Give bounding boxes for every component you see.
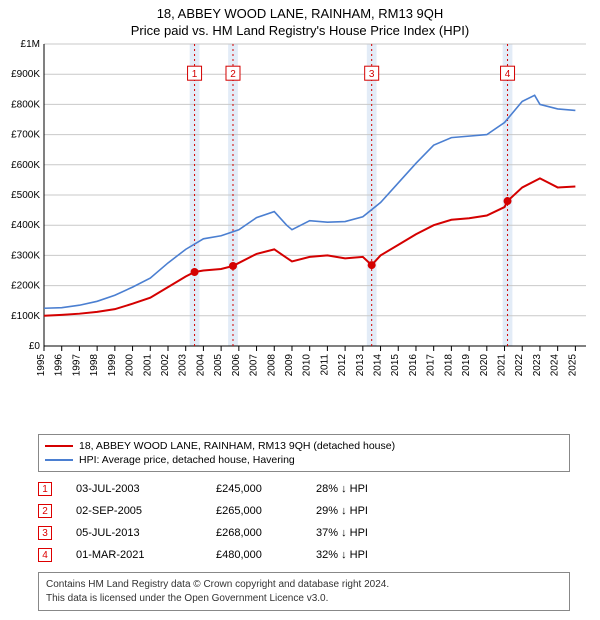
svg-text:1: 1 [192,69,198,80]
footer-attribution: Contains HM Land Registry data © Crown c… [38,572,570,611]
page-subtitle: Price paid vs. HM Land Registry's House … [0,23,600,38]
row-diff: 29% ↓ HPI [316,505,436,517]
svg-text:2006: 2006 [231,354,242,377]
svg-text:2022: 2022 [514,354,525,377]
svg-text:2012: 2012 [337,354,348,377]
table-row: 305-JUL-2013£268,00037% ↓ HPI [38,522,570,544]
svg-text:2009: 2009 [284,354,295,377]
svg-text:£200K: £200K [11,281,40,292]
svg-text:1999: 1999 [107,354,118,377]
svg-text:2013: 2013 [355,354,366,377]
svg-text:2018: 2018 [443,354,454,377]
svg-text:2010: 2010 [302,354,313,377]
svg-text:2003: 2003 [178,354,189,377]
svg-text:£800K: £800K [11,99,40,110]
svg-text:£0: £0 [29,341,41,352]
svg-text:2024: 2024 [550,354,561,377]
svg-text:2: 2 [230,69,236,80]
row-price: 05-JUL-2013 [76,527,216,539]
svg-text:2001: 2001 [142,354,153,377]
svg-text:1995: 1995 [36,354,47,377]
row-diff: 37% ↓ HPI [316,527,436,539]
svg-text:2016: 2016 [408,354,419,377]
svg-text:2019: 2019 [461,354,472,377]
svg-text:2015: 2015 [390,354,401,377]
svg-text:£600K: £600K [11,160,40,171]
row-price: 02-SEP-2005 [76,505,216,517]
row-marker: 4 [38,548,52,562]
page-title: 18, ABBEY WOOD LANE, RAINHAM, RM13 9QH [0,6,600,21]
svg-text:2014: 2014 [373,354,384,377]
row-diff: 28% ↓ HPI [316,483,436,495]
legend: 18, ABBEY WOOD LANE, RAINHAM, RM13 9QH (… [38,434,570,472]
svg-text:2023: 2023 [532,354,543,377]
svg-text:2025: 2025 [567,354,578,377]
legend-swatch [45,445,73,447]
svg-text:2002: 2002 [160,354,171,377]
svg-text:£900K: £900K [11,69,40,80]
legend-swatch [45,459,73,461]
footer-line: This data is licensed under the Open Gov… [46,592,562,606]
row-marker: 1 [38,482,52,496]
legend-item: 18, ABBEY WOOD LANE, RAINHAM, RM13 9QH (… [45,439,563,453]
svg-text:£700K: £700K [11,130,40,141]
row-marker: 2 [38,504,52,518]
svg-text:1997: 1997 [71,354,82,377]
svg-text:2008: 2008 [266,354,277,377]
row-price: 03-JUL-2003 [76,483,216,495]
svg-text:2000: 2000 [125,354,136,377]
footer-line: Contains HM Land Registry data © Crown c… [46,578,562,592]
svg-text:2005: 2005 [213,354,224,377]
transactions-table: 103-JUL-2003£245,00028% ↓ HPI202-SEP-200… [38,478,570,566]
svg-text:4: 4 [505,69,511,80]
svg-text:1998: 1998 [89,354,100,377]
svg-text:2017: 2017 [426,354,437,377]
svg-text:2021: 2021 [497,354,508,377]
table-row: 202-SEP-2005£265,00029% ↓ HPI [38,500,570,522]
table-row: 401-MAR-2021£480,00032% ↓ HPI [38,544,570,566]
svg-text:£500K: £500K [11,190,40,201]
legend-item: HPI: Average price, detached house, Have… [45,453,563,467]
svg-text:£300K: £300K [11,250,40,261]
svg-text:2020: 2020 [479,354,490,377]
svg-text:1996: 1996 [54,354,65,377]
svg-text:3: 3 [369,69,375,80]
svg-text:2011: 2011 [319,354,330,376]
svg-text:£100K: £100K [11,311,40,322]
row-price: 01-MAR-2021 [76,549,216,561]
legend-label: 18, ABBEY WOOD LANE, RAINHAM, RM13 9QH (… [79,440,395,452]
svg-text:2004: 2004 [195,354,206,377]
table-row: 103-JUL-2003£245,00028% ↓ HPI [38,478,570,500]
svg-text:£400K: £400K [11,220,40,231]
row-marker: 3 [38,526,52,540]
price-vs-hpi-chart: £0 £100K £200K £300K £400K £500K £600K £700K £80… [0,40,600,430]
legend-label: HPI: Average price, detached house, Have… [79,454,295,466]
svg-text:2007: 2007 [249,354,260,377]
svg-text:£1M: £1M [21,40,40,50]
row-diff: 32% ↓ HPI [316,549,436,561]
